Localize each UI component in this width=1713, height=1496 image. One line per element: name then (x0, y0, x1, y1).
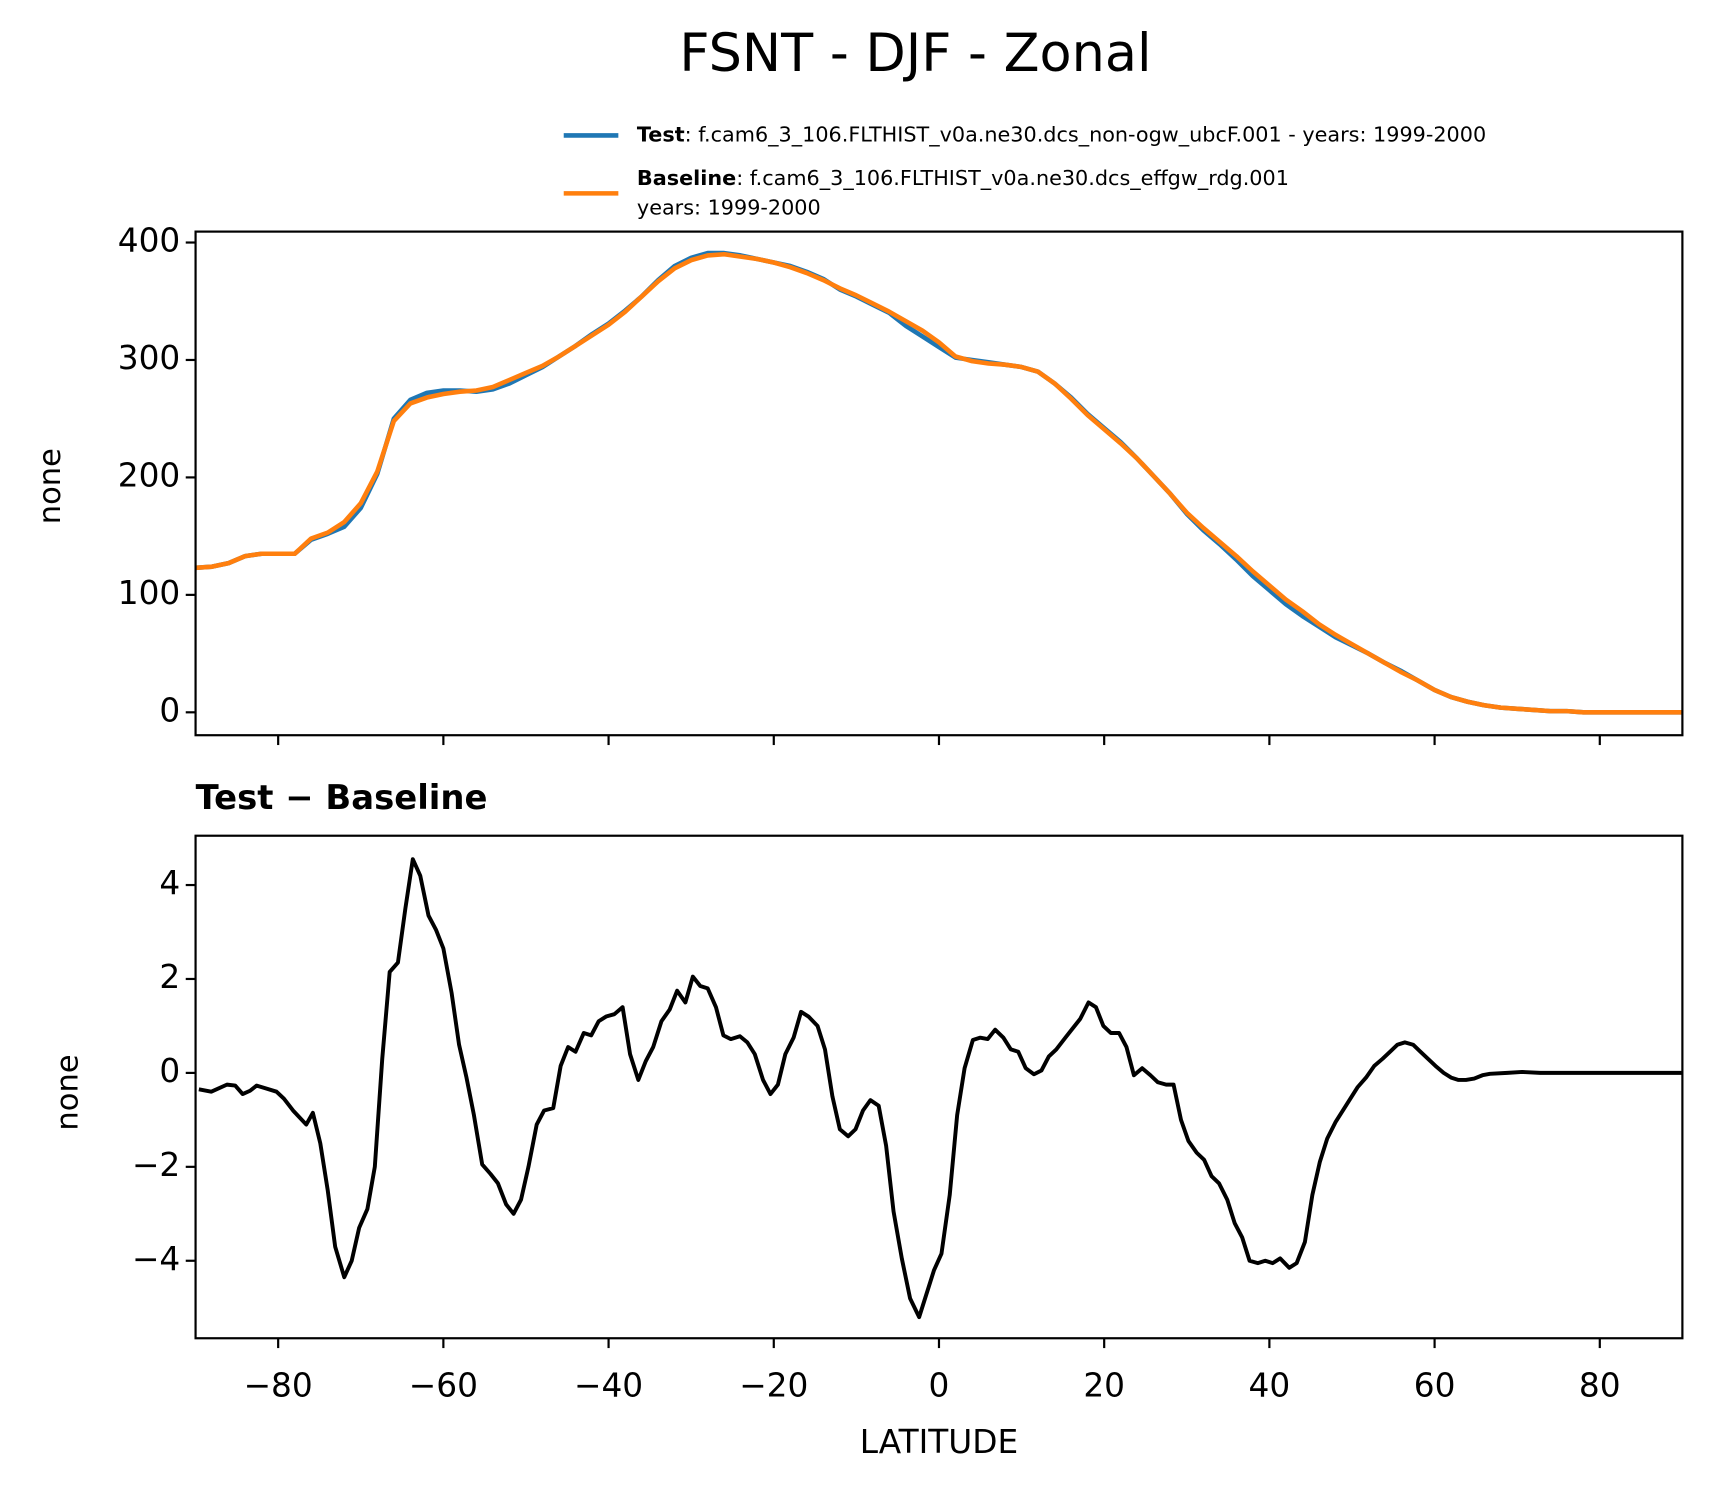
y-tick-label: −2 (132, 1146, 180, 1184)
data-line (198, 857, 1683, 1320)
legend-name: Baseline (637, 166, 736, 190)
y-tick-label: 200 (118, 456, 181, 494)
legend-description: years: 1999-2000 (637, 196, 821, 220)
data-line (195, 251, 1683, 715)
x-axis-label: LATITUDE (860, 1423, 1018, 1461)
figure-title: FSNT - DJF - Zonal (679, 23, 1151, 84)
y-tick-label: 0 (159, 1052, 180, 1090)
x-tick-label: 40 (1249, 1366, 1291, 1404)
y-tick-label: 100 (118, 574, 181, 612)
y-tick-label: 2 (159, 958, 180, 996)
x-tick-label: −60 (409, 1366, 478, 1404)
x-tick-label: −20 (739, 1366, 808, 1404)
x-tick-label: 0 (929, 1366, 950, 1404)
legend-description: : f.cam6_3_106.FLTHIST_v0a.ne30.dcs_non-… (685, 122, 1487, 147)
x-tick-label: −40 (574, 1366, 643, 1404)
y-tick-label: 300 (118, 339, 181, 377)
legend-name: Test (637, 122, 685, 146)
data-line (195, 250, 1683, 715)
y-tick-label: 0 (159, 691, 180, 729)
x-tick-label: 60 (1414, 1366, 1456, 1404)
y-tick-label: 4 (159, 864, 180, 902)
y-axis-label: none (33, 448, 68, 524)
axes-title: Test − Baseline (196, 778, 488, 817)
x-tick-label: −80 (244, 1366, 313, 1404)
axes-frame (194, 230, 1684, 737)
y-tick-label: −4 (132, 1240, 180, 1278)
x-tick-label: 80 (1579, 1366, 1621, 1404)
x-tick-label: 20 (1083, 1366, 1125, 1404)
y-axis-label: none (50, 1054, 85, 1130)
y-tick-label: 400 (118, 222, 181, 260)
legend-description: : f.cam6_3_106.FLTHIST_v0a.ne30.dcs_effg… (736, 166, 1289, 191)
legend-label: Test: f.cam6_3_106.FLTHIST_v0a.ne30.dcs_… (637, 122, 1486, 147)
legend-label: Baseline: f.cam6_3_106.FLTHIST_v0a.ne30.… (637, 166, 1289, 191)
